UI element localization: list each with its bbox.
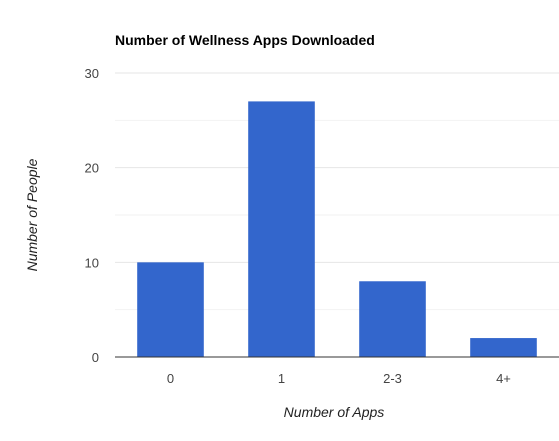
- x-tick-label: 4+: [496, 371, 511, 386]
- x-tick-label: 2-3: [383, 371, 402, 386]
- y-tick-label: 10: [85, 255, 99, 270]
- y-tick-label: 0: [92, 350, 99, 365]
- bar-1: [248, 101, 315, 358]
- x-tick-label: 1: [278, 371, 285, 386]
- x-axis-ticks: 0 1 2-3 4+: [167, 371, 511, 386]
- y-tick-label: 30: [85, 66, 99, 81]
- bar-4+: [470, 338, 537, 357]
- y-tick-label: 20: [85, 161, 99, 176]
- x-axis-label: Number of Apps: [284, 404, 385, 420]
- bars: [137, 101, 537, 358]
- bar-0: [137, 262, 204, 357]
- y-axis-ticks: 0 10 20 30: [85, 66, 99, 365]
- bar-2-3: [359, 281, 426, 357]
- chart-title: Number of Wellness Apps Downloaded: [115, 32, 375, 48]
- x-tick-label: 0: [167, 371, 174, 386]
- y-axis-label: Number of People: [24, 158, 40, 271]
